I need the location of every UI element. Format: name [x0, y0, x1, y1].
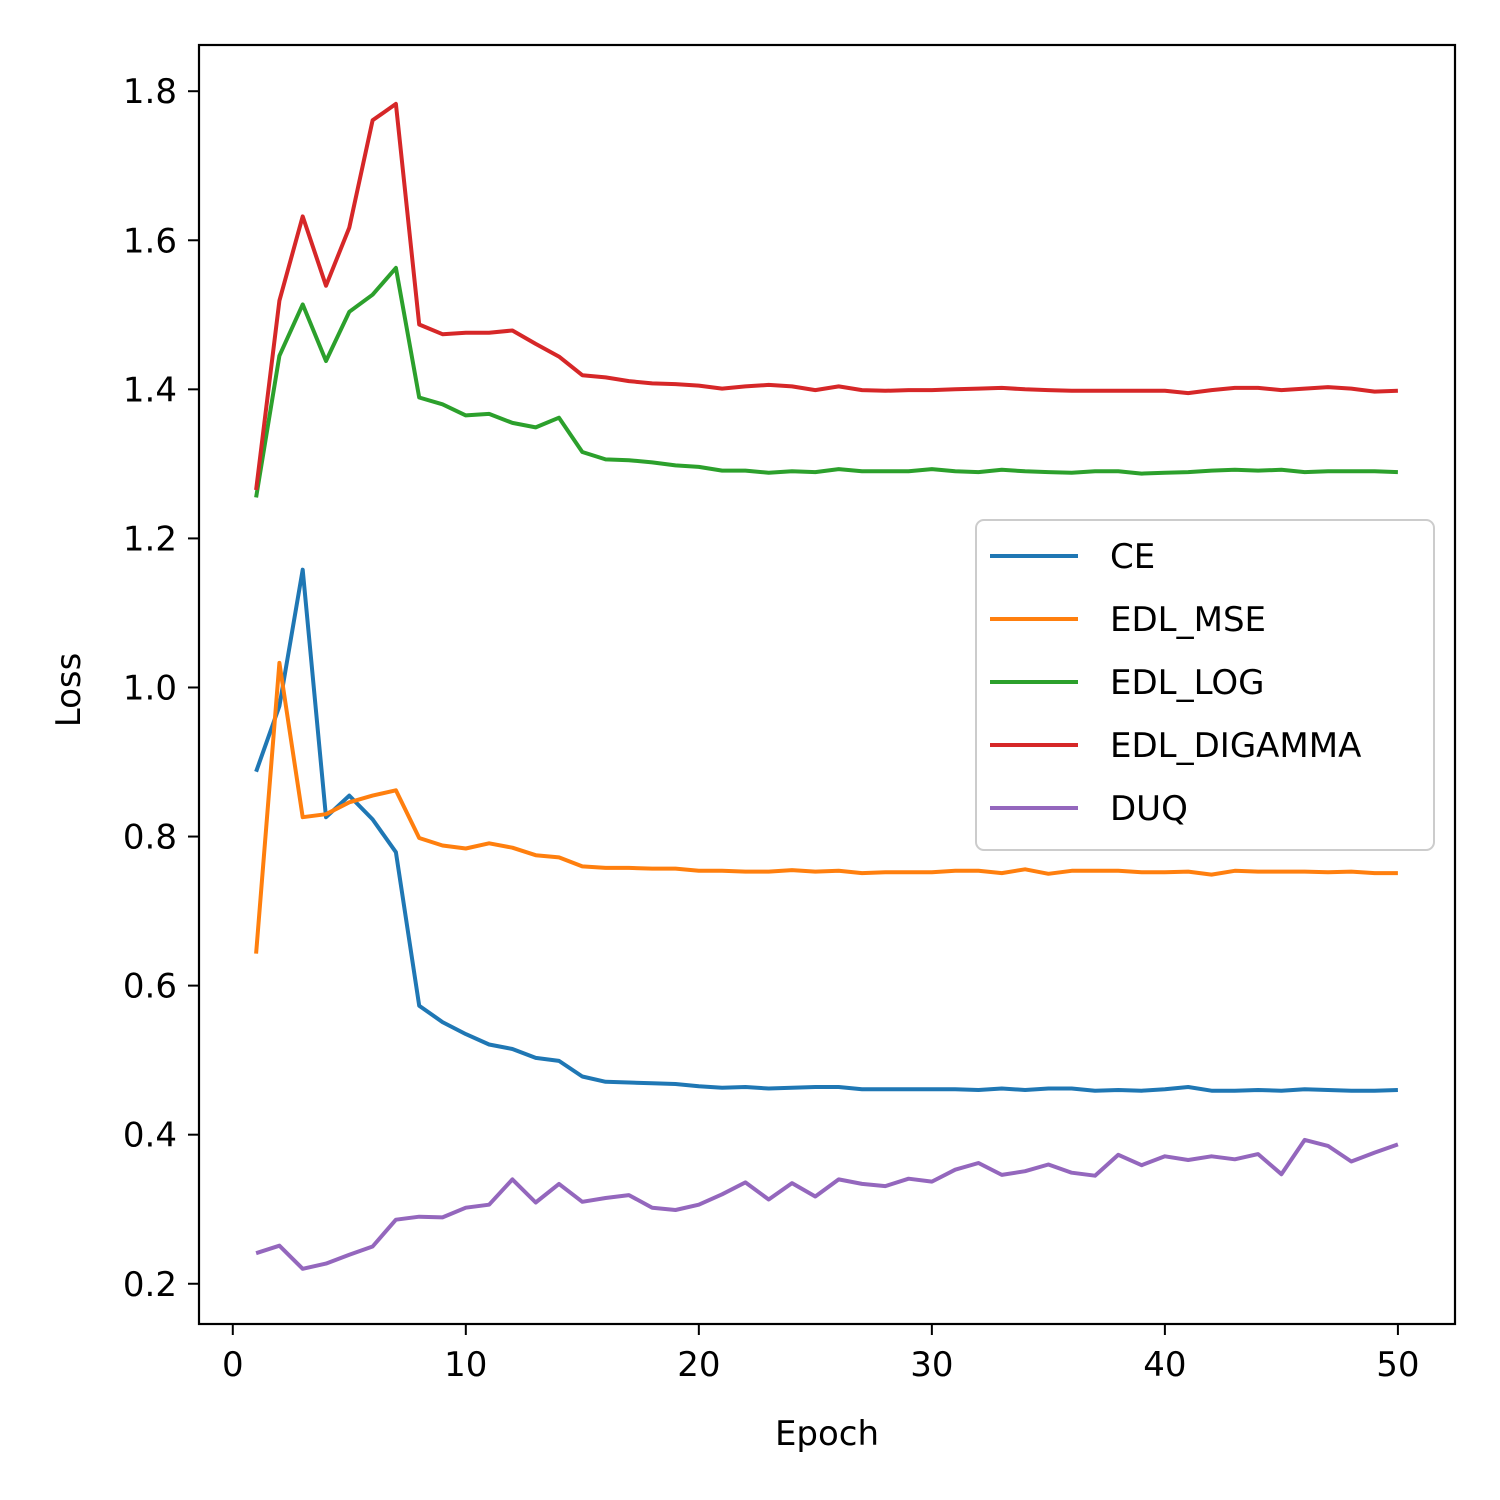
legend-label: EDL_LOG	[1110, 663, 1264, 703]
x-axis: 0 10 20 30 40 50	[222, 1324, 1420, 1385]
y-tick-label: 0.4	[123, 1116, 177, 1156]
y-tick-label: 1.8	[123, 72, 177, 112]
series-line-edl-mse	[254, 660, 1398, 954]
plot-area	[254, 101, 1399, 1271]
x-axis-title: Epoch	[775, 1414, 879, 1454]
legend-label: DUQ	[1110, 789, 1188, 829]
x-tick-label: 0	[222, 1345, 244, 1385]
y-tick-label: 1.6	[123, 221, 177, 261]
series-line-edl-digamma	[254, 101, 1398, 491]
legend-label: EDL_DIGAMMA	[1110, 726, 1361, 766]
y-axis: 0.2 0.4 0.6 0.8 1.0 1.2 1.4 1.6 1.8	[123, 72, 199, 1305]
legend: CE EDL_MSE EDL_LOG EDL_DIGAMMA DUQ	[975, 519, 1435, 851]
legend-label: EDL_MSE	[1110, 600, 1266, 640]
x-tick-label: 30	[910, 1345, 953, 1385]
y-tick-label: 1.4	[123, 370, 177, 410]
x-tick-label: 50	[1376, 1345, 1419, 1385]
x-tick-label: 10	[444, 1345, 487, 1385]
y-tick-label: 1.2	[123, 519, 177, 559]
y-tick-label: 1.0	[123, 668, 177, 708]
legend-box	[975, 519, 1435, 851]
y-tick-label: 0.6	[123, 967, 177, 1007]
series-line-duq	[255, 1137, 1399, 1271]
legend-label: CE	[1110, 537, 1155, 577]
y-axis-title: Loss	[49, 653, 89, 728]
series-line-edl-log	[254, 265, 1398, 498]
y-tick-label: 0.2	[123, 1265, 177, 1305]
y-tick-label: 0.8	[123, 818, 177, 858]
x-tick-label: 20	[677, 1345, 720, 1385]
series-line-ce	[254, 567, 1398, 1093]
axes-frame	[197, 43, 1457, 1326]
x-tick-label: 40	[1143, 1345, 1186, 1385]
